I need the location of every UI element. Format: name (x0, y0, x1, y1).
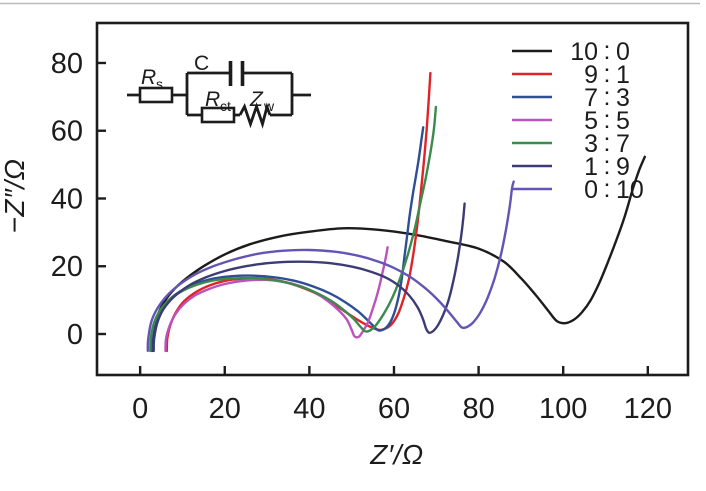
legend-label: 0 (584, 176, 598, 204)
legend-label-colon: : (604, 37, 611, 65)
y-tick-label: 60 (51, 116, 83, 148)
rct-label: R (205, 88, 220, 111)
rct-label-sub: ct (220, 98, 231, 114)
c-label: C (194, 52, 209, 75)
x-tick-label: 0 (132, 393, 148, 425)
legend-label: 9 (584, 61, 598, 89)
y-tick-label: 40 (51, 183, 83, 215)
legend-label-colon: : (604, 83, 611, 111)
series-curve-5-5 (164, 246, 389, 353)
y-tick-label: 80 (51, 48, 83, 80)
series-curve-10-0 (150, 155, 646, 353)
y-axis-title: −Z″/Ω (0, 159, 30, 234)
rs-resistor-box (138, 86, 174, 104)
x-axis-ticks: 0 20 40 60 80 100 120 (132, 366, 672, 425)
circuit-wires (127, 71, 311, 117)
legend-label: 1 (616, 61, 630, 89)
legend-label: 3 (584, 130, 598, 158)
x-tick-label: 80 (462, 393, 494, 425)
y-axis-ticks: 0 20 40 60 80 (51, 48, 106, 351)
y-tick-label: 0 (67, 319, 83, 351)
x-tick-label: 40 (293, 393, 325, 425)
legend-label: 10 (570, 38, 598, 66)
legend-label: 9 (616, 153, 630, 181)
y-tick-label: 20 (51, 251, 83, 283)
legend-label: 3 (616, 84, 630, 112)
legend-label-colon: : (604, 152, 611, 180)
legend: 10:09:17:35:53:71:90:10 (512, 37, 644, 204)
legend-label-colon: : (604, 60, 611, 88)
rs-label-sub: s (156, 76, 163, 92)
legend-label: 1 (584, 153, 598, 181)
legend-label: 0 (616, 38, 630, 66)
legend-label: 7 (584, 84, 598, 112)
x-tick-label: 120 (624, 393, 672, 425)
equivalent-circuit-inset: R s C R ct Z w (127, 52, 311, 129)
legend-label-colon: : (604, 175, 611, 203)
x-tick-label: 60 (378, 393, 410, 425)
legend-label: 10 (616, 176, 644, 204)
curves-group (146, 71, 646, 353)
legend-label: 5 (584, 107, 598, 135)
zw-label: Z (249, 88, 264, 111)
warburg-zigzag-icon (238, 102, 272, 129)
zw-label-sub: w (263, 98, 275, 114)
x-axis-title: Z′/Ω (369, 439, 423, 470)
legend-label-colon: : (604, 106, 611, 134)
legend-label: 5 (616, 107, 630, 135)
rct-resistor-box (200, 106, 236, 124)
x-tick-label: 20 (209, 393, 241, 425)
x-tick-label: 100 (539, 393, 587, 425)
series-curve-0-10 (146, 180, 515, 353)
rs-label: R (141, 66, 156, 89)
series-curve-1-9 (152, 202, 466, 353)
legend-label-colon: : (604, 129, 611, 157)
legend-label: 7 (616, 130, 630, 158)
